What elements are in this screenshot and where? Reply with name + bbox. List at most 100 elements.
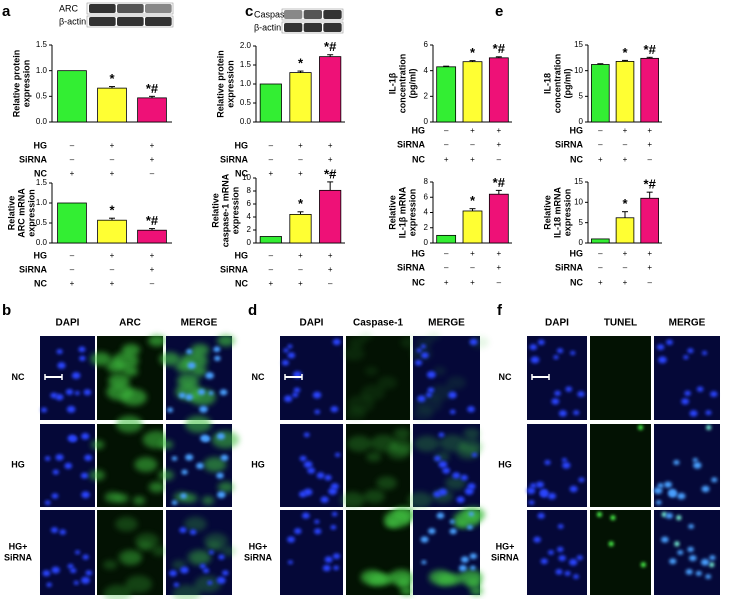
condition-mark: – [298, 265, 303, 274]
nucleus [427, 387, 435, 393]
row-label-line: NC [12, 372, 25, 382]
micrograph-bg [590, 424, 651, 507]
condition-label: SiRNA [555, 139, 584, 149]
signal [106, 360, 126, 373]
nucleus [324, 474, 332, 481]
nucleus [556, 348, 564, 354]
signal [217, 481, 235, 493]
y-axis-label: expression [225, 60, 235, 108]
condition-mark: + [328, 265, 333, 274]
nucleus [537, 512, 545, 519]
y-tick-label: 10 [574, 66, 583, 75]
signal [385, 518, 400, 528]
nucleus [689, 410, 698, 417]
nucleus [677, 550, 684, 555]
condition-mark: + [268, 279, 273, 288]
signal [608, 541, 614, 547]
micrograph-bg [590, 510, 651, 595]
nucleus [417, 395, 426, 403]
condition-label: HG [235, 250, 249, 260]
condition-mark: + [496, 126, 501, 135]
blot-frame [86, 15, 174, 28]
nucleus [657, 483, 664, 489]
y-tick-label: 0.5 [240, 98, 252, 107]
bar [137, 229, 167, 244]
y-axis-label: concentration [552, 54, 562, 114]
micrograph [413, 507, 486, 596]
condition-mark: + [70, 169, 75, 178]
y-tick-label: 0.0 [240, 117, 252, 126]
condition-mark: – [269, 141, 274, 150]
nucleus [52, 469, 60, 475]
nucleus [283, 348, 289, 353]
nucleus [558, 410, 567, 417]
significance-label: * [298, 196, 304, 211]
nucleus [179, 527, 187, 533]
condition-mark: + [110, 169, 115, 178]
blot-label: β-actin [59, 16, 86, 26]
micrograph [527, 510, 587, 595]
nucleus [307, 467, 316, 474]
micrograph [590, 336, 651, 420]
nucleus [83, 389, 92, 396]
condition-mark: – [444, 140, 449, 149]
y-tick-label: 0.0 [36, 117, 48, 126]
signal [125, 575, 153, 593]
nucleus [434, 455, 442, 462]
nucleus [420, 344, 426, 349]
nucleus [171, 456, 178, 461]
nucleus [469, 553, 478, 560]
condition-mark: – [70, 251, 75, 260]
nucleus [292, 392, 299, 398]
signal [106, 383, 134, 401]
nucleus [557, 524, 564, 529]
nucleus [448, 391, 457, 399]
condition-label: HG [412, 125, 426, 135]
condition-label: NC [412, 277, 425, 287]
y-axis-label: Relative [6, 196, 16, 231]
nucleus [460, 556, 469, 563]
y-tick-label: 1.5 [36, 178, 48, 187]
blot-band [303, 23, 322, 32]
signal [148, 481, 166, 493]
y-tick-label: 1.0 [36, 66, 48, 75]
bar [462, 210, 483, 244]
condition-mark: + [150, 251, 155, 260]
y-axis-label: Relative protein [11, 50, 21, 118]
nucleus [46, 582, 52, 587]
signal [610, 515, 616, 521]
y-axis-label: expression [407, 189, 417, 237]
condition-mark: – [598, 263, 603, 272]
row-label-line: NC [499, 372, 512, 382]
panel-letter: c [245, 3, 253, 20]
blot-band [89, 4, 116, 13]
signal [674, 541, 680, 547]
y-tick-label: 0.5 [36, 218, 48, 227]
nucleus [180, 493, 187, 499]
y-axis-label: ARC mRNA [16, 188, 26, 238]
significance-label: *# [493, 41, 506, 56]
condition-label: SiRNA [555, 262, 584, 272]
signal [640, 562, 646, 568]
y-axis-label: concentration [397, 54, 407, 114]
condition-mark: + [150, 155, 155, 164]
nucleus [57, 362, 66, 369]
nucleus [59, 529, 67, 535]
condition-mark: + [470, 249, 475, 258]
condition-mark: – [598, 249, 603, 258]
blot-band [323, 10, 342, 19]
nucleus [578, 477, 585, 483]
signal [115, 516, 138, 532]
nucleus [709, 555, 716, 561]
nucleus [78, 346, 86, 353]
signal [177, 373, 199, 388]
blot-band [117, 4, 144, 13]
nucleus [199, 405, 208, 413]
signal [360, 332, 373, 341]
nucleus [81, 433, 90, 440]
condition-mark: + [623, 126, 628, 135]
signal [132, 496, 146, 505]
condition-mark: + [496, 263, 501, 272]
signal [184, 516, 207, 532]
column-heading: ARC [119, 318, 141, 329]
